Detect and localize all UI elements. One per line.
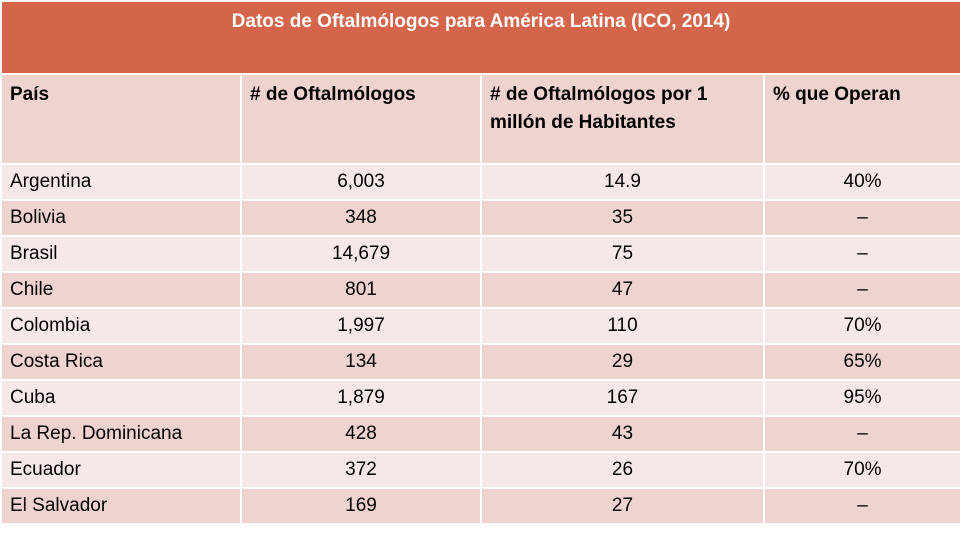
ophthalmologists-table: Datos de Oftalmólogos para América Latin… bbox=[0, 0, 960, 525]
table-title-row: Datos de Oftalmólogos para América Latin… bbox=[0, 0, 960, 75]
table-row: Argentina 6,003 14.9 40% bbox=[0, 163, 960, 201]
cell-country: Chile bbox=[0, 271, 242, 309]
cell-percent-operating: 40% bbox=[762, 163, 960, 201]
cell-per-million: 26 bbox=[480, 451, 765, 489]
cell-percent-operating: – bbox=[762, 415, 960, 453]
cell-percent-operating: – bbox=[762, 199, 960, 237]
cell-country: Argentina bbox=[0, 163, 242, 201]
table-row: La Rep. Dominicana 428 43 – bbox=[0, 415, 960, 453]
cell-per-million: 35 bbox=[480, 199, 765, 237]
cell-ophthalmologists: 14,679 bbox=[240, 235, 482, 273]
table-row: Chile 801 47 – bbox=[0, 271, 960, 309]
cell-country: Bolivia bbox=[0, 199, 242, 237]
cell-per-million: 47 bbox=[480, 271, 765, 309]
table-row: Costa Rica 134 29 65% bbox=[0, 343, 960, 381]
column-header-ophthalmologists: # de Oftalmólogos bbox=[240, 73, 482, 165]
cell-ophthalmologists: 428 bbox=[240, 415, 482, 453]
cell-per-million: 29 bbox=[480, 343, 765, 381]
cell-ophthalmologists: 348 bbox=[240, 199, 482, 237]
cell-country: Brasil bbox=[0, 235, 242, 273]
table-row: El Salvador 169 27 – bbox=[0, 487, 960, 525]
cell-ophthalmologists: 801 bbox=[240, 271, 482, 309]
column-header-percent-operating: % que Operan bbox=[762, 73, 960, 165]
table-header-row: País # de Oftalmólogos # de Oftalmólogos… bbox=[0, 73, 960, 165]
column-header-per-million: # de Oftalmólogos por 1 millón de Habita… bbox=[480, 73, 765, 165]
cell-country: Ecuador bbox=[0, 451, 242, 489]
cell-country: Costa Rica bbox=[0, 343, 242, 381]
table-row: Colombia 1,997 110 70% bbox=[0, 307, 960, 345]
cell-percent-operating: – bbox=[762, 271, 960, 309]
cell-ophthalmologists: 169 bbox=[240, 487, 482, 525]
cell-country: Cuba bbox=[0, 379, 242, 417]
cell-ophthalmologists: 6,003 bbox=[240, 163, 482, 201]
cell-ophthalmologists: 372 bbox=[240, 451, 482, 489]
cell-percent-operating: 70% bbox=[762, 307, 960, 345]
cell-per-million: 110 bbox=[480, 307, 765, 345]
cell-percent-operating: 95% bbox=[762, 379, 960, 417]
cell-percent-operating: – bbox=[762, 235, 960, 273]
cell-ophthalmologists: 1,997 bbox=[240, 307, 482, 345]
table-row: Brasil 14,679 75 – bbox=[0, 235, 960, 273]
cell-percent-operating: 70% bbox=[762, 451, 960, 489]
table-row: Ecuador 372 26 70% bbox=[0, 451, 960, 489]
cell-country: La Rep. Dominicana bbox=[0, 415, 242, 453]
cell-per-million: 27 bbox=[480, 487, 765, 525]
table-title: Datos de Oftalmólogos para América Latin… bbox=[0, 0, 960, 75]
cell-per-million: 167 bbox=[480, 379, 765, 417]
column-header-country: País bbox=[0, 73, 242, 165]
cell-percent-operating: 65% bbox=[762, 343, 960, 381]
cell-country: Colombia bbox=[0, 307, 242, 345]
cell-country: El Salvador bbox=[0, 487, 242, 525]
cell-percent-operating: – bbox=[762, 487, 960, 525]
cell-per-million: 14.9 bbox=[480, 163, 765, 201]
cell-ophthalmologists: 134 bbox=[240, 343, 482, 381]
table-row: Cuba 1,879 167 95% bbox=[0, 379, 960, 417]
cell-ophthalmologists: 1,879 bbox=[240, 379, 482, 417]
table-row: Bolivia 348 35 – bbox=[0, 199, 960, 237]
cell-per-million: 43 bbox=[480, 415, 765, 453]
cell-per-million: 75 bbox=[480, 235, 765, 273]
